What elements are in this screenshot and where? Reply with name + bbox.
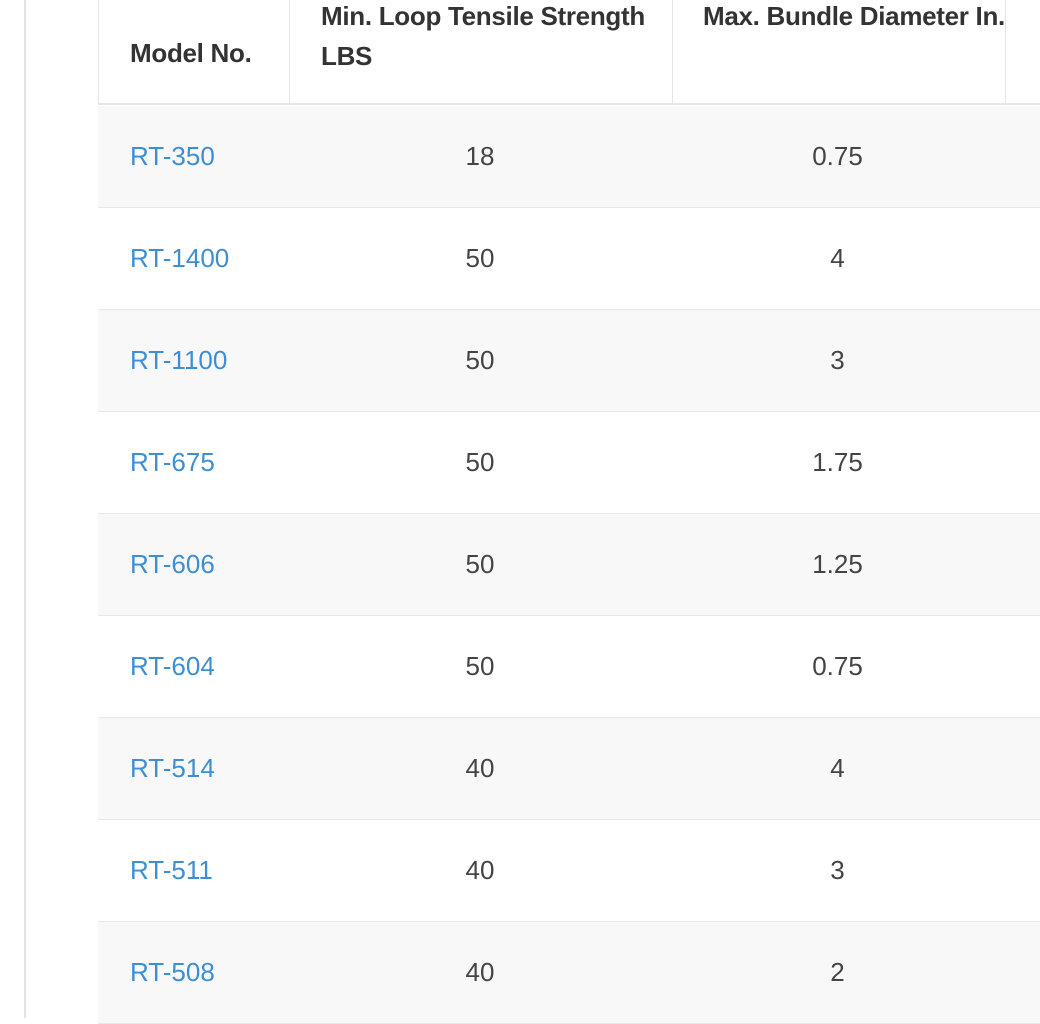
table-row: RT-350 18 0.75 <box>98 106 1040 208</box>
column-divider <box>672 0 673 105</box>
table-row: RT-675 50 1.75 <box>98 412 1040 514</box>
model-link[interactable]: RT-606 <box>130 549 215 579</box>
model-link[interactable]: RT-511 <box>130 855 213 885</box>
table-row: RT-511 40 3 <box>98 820 1040 922</box>
value-cell: 1.75 <box>812 447 863 477</box>
model-link[interactable]: RT-675 <box>130 447 215 477</box>
value-cell: 4 <box>830 753 845 783</box>
value-cell: 50 <box>465 345 495 375</box>
column-divider <box>1005 0 1006 105</box>
table-row: RT-1400 50 4 <box>98 208 1040 310</box>
value-cell: 50 <box>465 549 495 579</box>
value-cell: 3 <box>830 345 845 375</box>
model-link[interactable]: RT-508 <box>130 957 215 987</box>
value-cell: 3 <box>830 855 845 885</box>
value-cell: 0.75 <box>812 651 863 681</box>
table-header: Model No. Min. Loop Tensile Strength LBS… <box>98 0 1040 105</box>
value-cell: 0.75 <box>812 141 863 171</box>
header-cell: Model No. <box>130 37 252 68</box>
spec-table: Model No. Min. Loop Tensile Strength LBS… <box>98 0 1040 1024</box>
header-cell: Max. Bundle Diameter In. <box>703 1 1005 31</box>
table-row: RT-604 50 0.75 <box>98 616 1040 718</box>
value-cell: 18 <box>465 141 495 171</box>
header-cell: Min. Loop Tensile Strength LBS <box>321 1 645 71</box>
value-cell: 4 <box>830 243 845 273</box>
value-cell: 40 <box>465 753 495 783</box>
table-row: RT-508 40 2 <box>98 922 1040 1024</box>
page-edge <box>24 0 26 1018</box>
column-divider <box>289 0 290 105</box>
model-link[interactable]: RT-604 <box>130 651 215 681</box>
model-link[interactable]: RT-514 <box>130 753 215 783</box>
value-cell: 2 <box>830 957 845 987</box>
table-row: RT-1100 50 3 <box>98 310 1040 412</box>
value-cell: 50 <box>465 243 495 273</box>
value-cell: 50 <box>465 447 495 477</box>
value-cell: 50 <box>465 651 495 681</box>
value-cell: 40 <box>465 957 495 987</box>
table-row: RT-514 40 4 <box>98 718 1040 820</box>
model-link[interactable]: RT-1100 <box>130 345 228 375</box>
model-link[interactable]: RT-350 <box>130 141 215 171</box>
table-row: RT-606 50 1.25 <box>98 514 1040 616</box>
value-cell: 40 <box>465 855 495 885</box>
value-cell: 1.25 <box>812 549 863 579</box>
model-link[interactable]: RT-1400 <box>130 243 230 273</box>
